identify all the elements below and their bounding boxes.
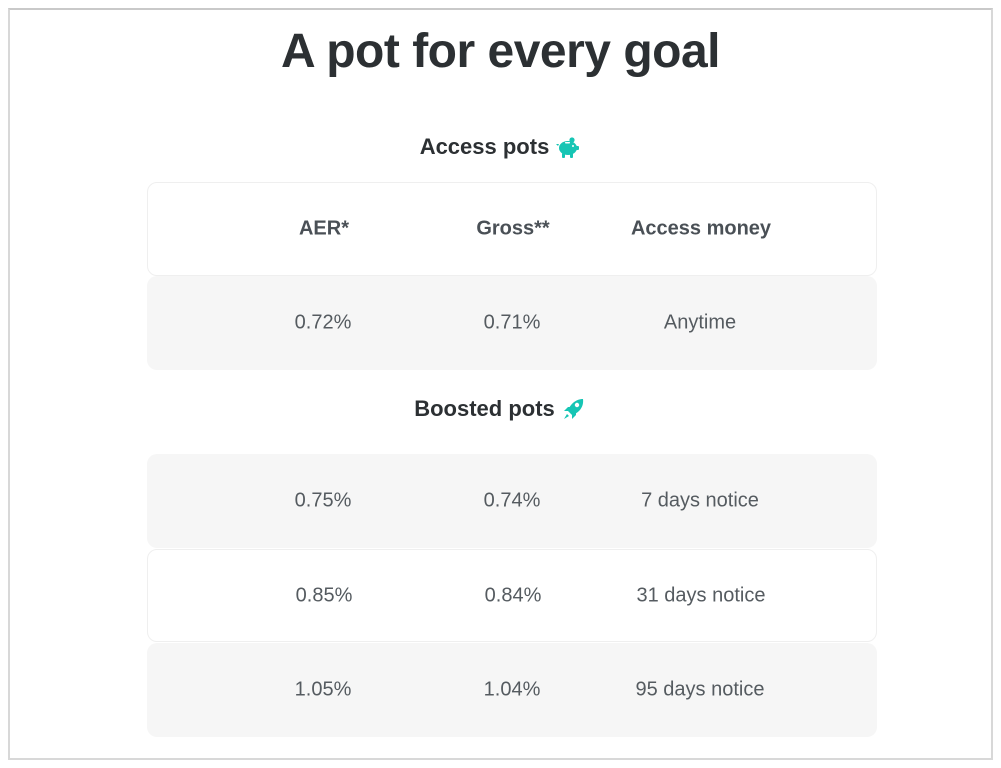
row-aer: 1.05%	[294, 678, 352, 701]
row-aer: 0.75%	[294, 489, 352, 512]
table-row: 0.72% 0.71% Anytime	[147, 276, 877, 370]
row-access: 31 days notice	[636, 584, 766, 606]
header-gross: Gross**	[476, 217, 550, 240]
row-access: Anytime	[663, 311, 737, 334]
page-title: A pot for every goal	[281, 25, 720, 78]
access-pots-heading: Access pots	[10, 134, 991, 160]
row-gross: 1.04%	[483, 678, 541, 701]
header-aer: AER*	[298, 217, 350, 240]
table-row: 1.05% 1.04% 95 days notice	[147, 643, 877, 737]
row-aer: 0.72%	[294, 311, 352, 334]
access-table-header: AER* Gross** Access money	[147, 182, 877, 276]
piggy-bank-icon	[556, 137, 580, 158]
row-gross: 0.71%	[483, 311, 541, 334]
table-row: 0.75% 0.74% 7 days notice	[147, 454, 877, 548]
row-access: 95 days notice	[635, 678, 765, 701]
rocket-icon	[563, 399, 583, 419]
row-aer: 0.85%	[295, 584, 353, 606]
boosted-pots-heading: Boosted pots	[10, 396, 991, 422]
table-row: 0.85% 0.84% 31 days notice	[147, 549, 877, 642]
row-gross: 0.84%	[484, 584, 542, 606]
row-access: 7 days notice	[641, 489, 759, 512]
header-access-money: Access money	[630, 217, 772, 240]
access-pots-title: Access pots	[419, 134, 550, 159]
pot-rates-panel: A pot for every goal Access pots AER* Gr…	[8, 8, 993, 760]
boosted-pots-title: Boosted pots	[414, 396, 555, 421]
row-gross: 0.74%	[483, 489, 541, 512]
